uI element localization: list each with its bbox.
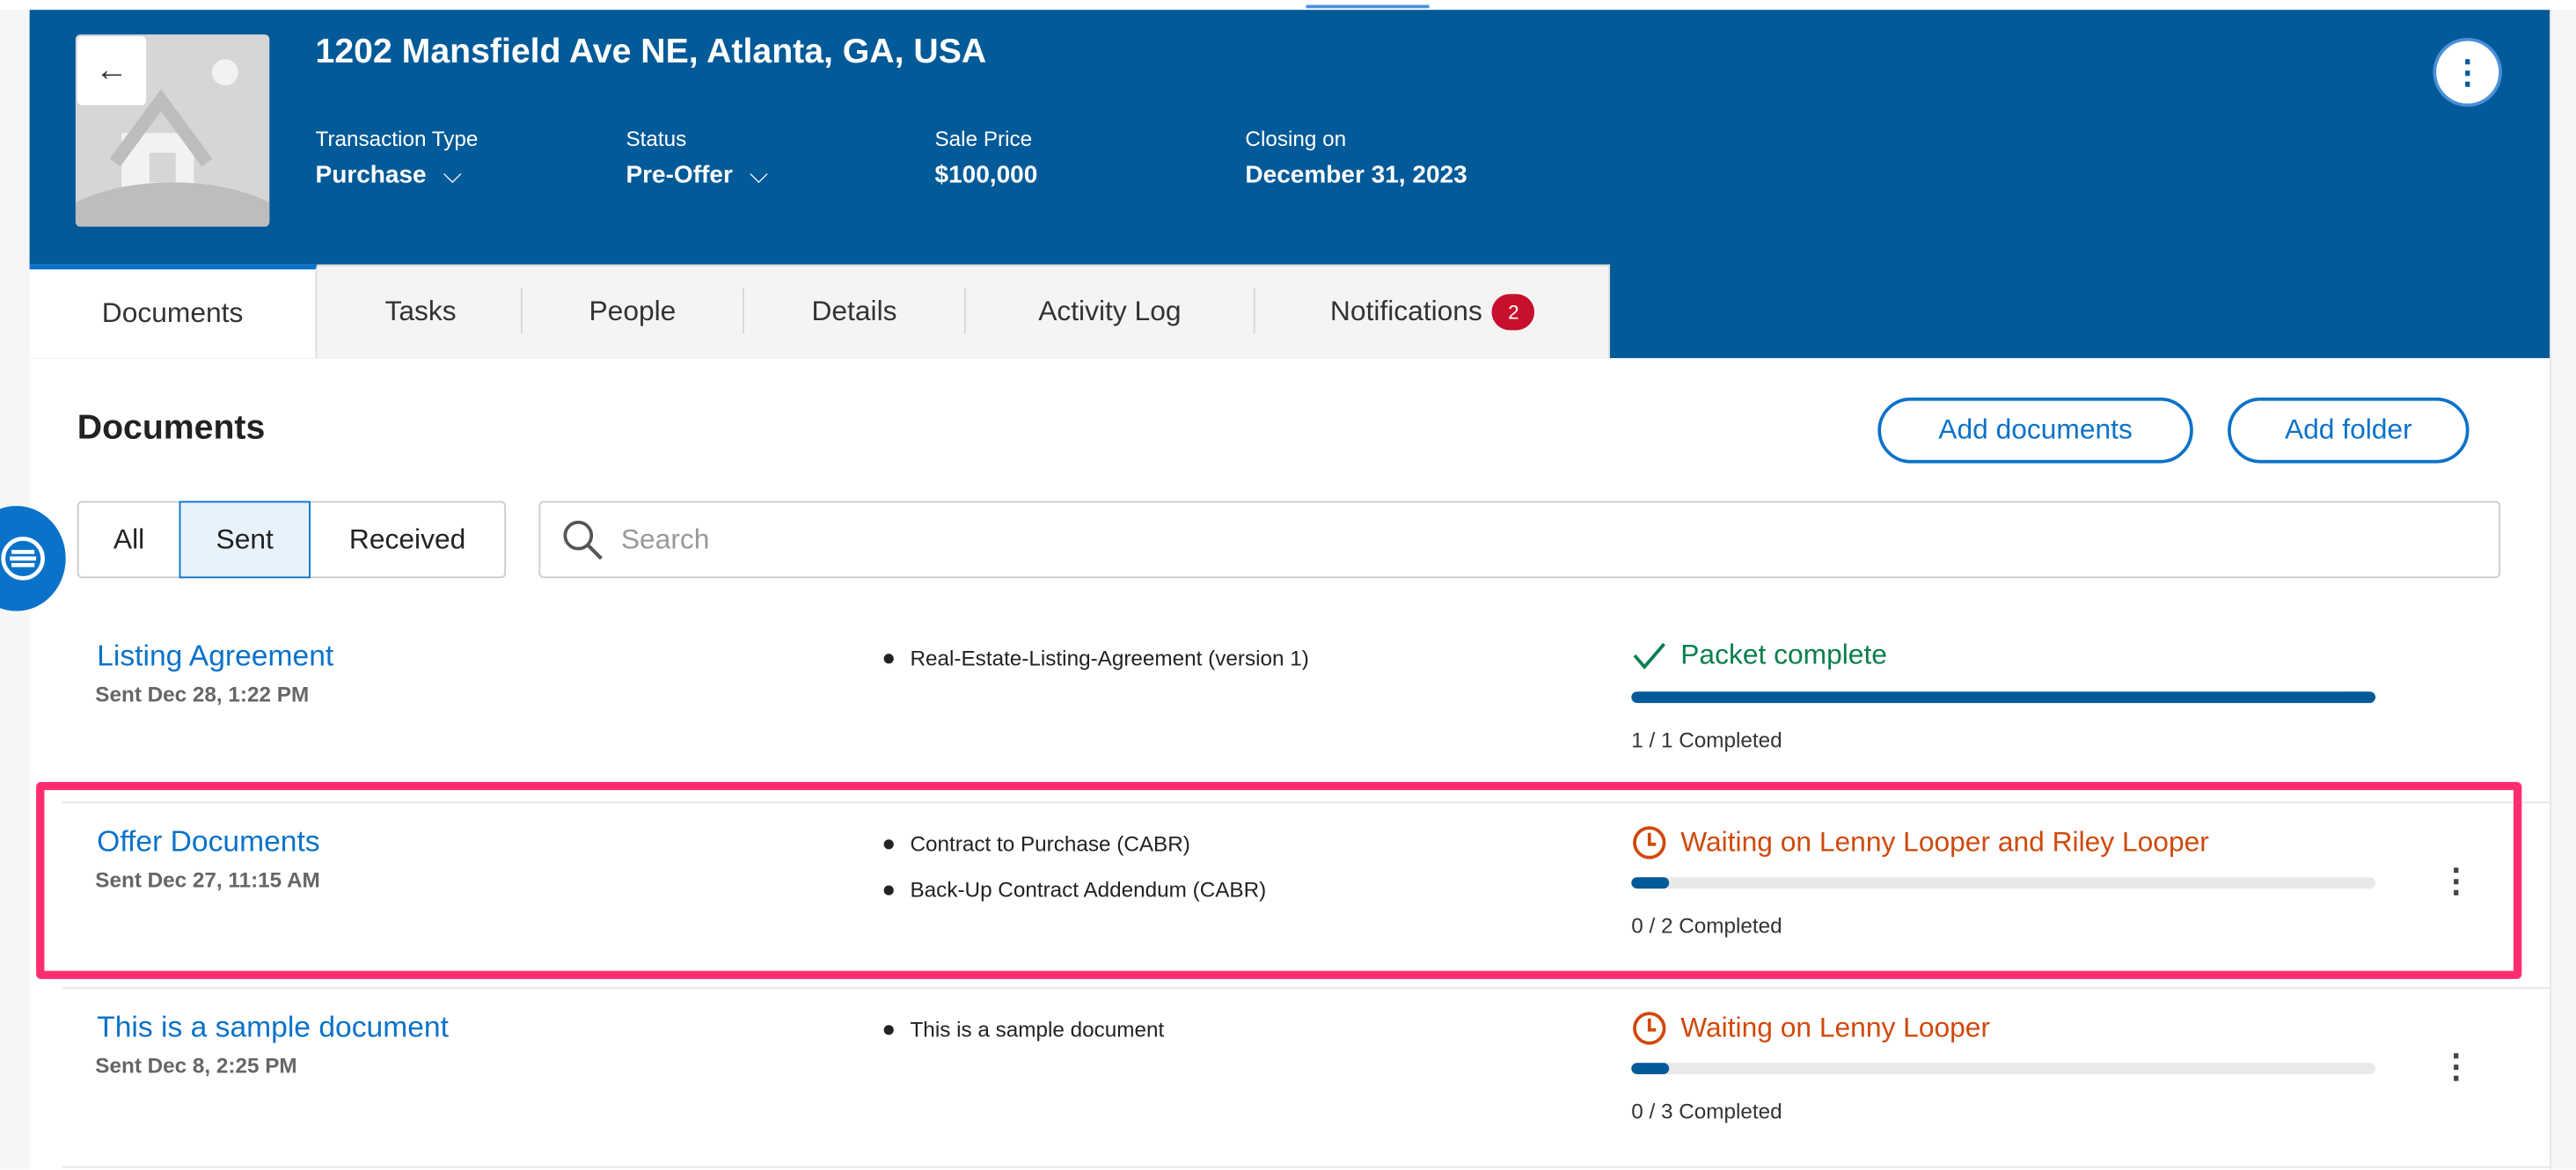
file-item: Back-Up Contract Addendum (CABR) [883,877,1266,902]
chevron-down-icon: ⌵ [443,160,462,189]
house-icon [75,34,270,227]
closing-label: Closing on [1245,126,1347,151]
progress-bar [1631,1063,2376,1075]
status-complete: Packet complete [1631,639,1887,671]
status-waiting: Waiting on Lenny Looper and Riley Looper [1631,824,2209,860]
filter-received[interactable]: Received [309,501,507,579]
progress-bar [1631,691,2376,704]
file-list: This is a sample document [883,1017,1164,1063]
list-icon [1,537,45,581]
status-text: Packet complete [1680,639,1887,670]
transaction-type-dropdown[interactable]: Purchase ⌵ [316,161,462,189]
chevron-down-icon: ⌵ [749,160,769,189]
page-title: Documents [77,408,266,447]
add-documents-button[interactable]: Add documents [1877,397,2193,464]
transaction-type-label: Transaction Type [315,126,479,151]
tab-people[interactable]: People [523,265,743,358]
tab-details[interactable]: Details [744,265,964,358]
completed-count: 1 / 1 Completed [1631,728,1782,753]
document-name-link[interactable]: This is a sample document [97,1010,449,1043]
clock-icon [1633,1012,1666,1045]
back-button[interactable]: ← [77,36,147,106]
document-row: Offer Documents Sent Dec 27, 11:15 AM Co… [62,801,2550,990]
status-label: Status [626,126,687,151]
file-list: Contract to Purchase (CABR) Back-Up Cont… [883,831,1267,924]
more-options-button[interactable]: ⋮ [2433,37,2502,107]
tab-divider [1253,287,1255,334]
notification-count-badge: 2 [1492,293,1535,330]
status-dropdown[interactable]: Pre-Offer ⌵ [626,161,768,189]
document-row: Listing Agreement Sent Dec 28, 1:22 PM R… [62,616,2550,804]
tab-label: Documents [101,296,244,329]
arrow-left-icon: ← [95,51,128,88]
status-value: Pre-Offer [626,160,733,189]
top-indicator [1306,4,1430,9]
clock-icon [1633,826,1666,859]
search-input[interactable] [618,521,2432,558]
filter-all[interactable]: All [77,501,181,579]
tab-divider [743,287,744,334]
completed-count: 0 / 3 Completed [1631,1099,1782,1124]
tab-notifications[interactable]: Notifications 2 [1255,265,1610,358]
file-item: This is a sample document [883,1017,1164,1042]
closing-value: December 31, 2023 [1245,160,1467,189]
kebab-icon: ⋮ [2451,55,2485,91]
sale-price-label: Sale Price [934,126,1033,151]
document-name-link[interactable]: Listing Agreement [97,639,334,672]
right-scroll-gutter [2550,10,2576,1170]
document-sent-date: Sent Dec 28, 1:22 PM [95,681,310,706]
tab-label: People [589,295,677,326]
progress-fill [1631,691,2376,704]
property-address: 1202 Mansfield Ave NE, Atlanta, GA, USA [315,33,987,71]
tab-activity-log[interactable]: Activity Log [966,265,1254,358]
transaction-type-value: Purchase [315,160,427,189]
tab-label: Notifications [1329,295,1482,326]
progress-fill [1631,877,1669,889]
tab-label: Tasks [384,295,457,326]
document-sent-date: Sent Dec 27, 11:15 AM [95,867,320,892]
tab-label: Activity Log [1038,295,1182,326]
file-item: Real-Estate-Listing-Agreement (version 1… [883,646,1309,670]
progress-bar [1631,877,2376,889]
add-folder-button[interactable]: Add folder [2228,397,2470,464]
tab-divider [964,287,966,334]
document-name-link[interactable]: Offer Documents [97,824,320,858]
filter-sent[interactable]: Sent [179,501,311,579]
row-more-options-button[interactable]: ⋮ [2439,1049,2473,1086]
row-more-options-button[interactable]: ⋮ [2439,864,2473,901]
tab-label: Details [811,295,897,326]
status-text: Waiting on Lenny Looper [1680,1012,1991,1043]
menu-fab-button[interactable] [0,506,66,611]
sale-price-value: $100,000 [934,160,1038,189]
tab-tasks[interactable]: Tasks [320,265,521,358]
status-waiting: Waiting on Lenny Looper [1631,1010,1990,1046]
tab-divider [520,287,523,334]
search-box [538,501,2501,579]
completed-count: 0 / 2 Completed [1631,913,1782,939]
checkmark-icon [1633,642,1665,669]
status-text: Waiting on Lenny Looper and Riley Looper [1680,826,2209,858]
tab-documents[interactable]: Documents [29,264,318,359]
search-icon [563,520,603,559]
file-item: Contract to Purchase (CABR) [883,831,1267,856]
document-row: This is a sample document Sent Dec 8, 2:… [62,987,2550,1168]
document-sent-date: Sent Dec 8, 2:25 PM [95,1052,297,1078]
progress-fill [1631,1063,1669,1075]
file-list: Real-Estate-Listing-Agreement (version 1… [883,646,1309,691]
